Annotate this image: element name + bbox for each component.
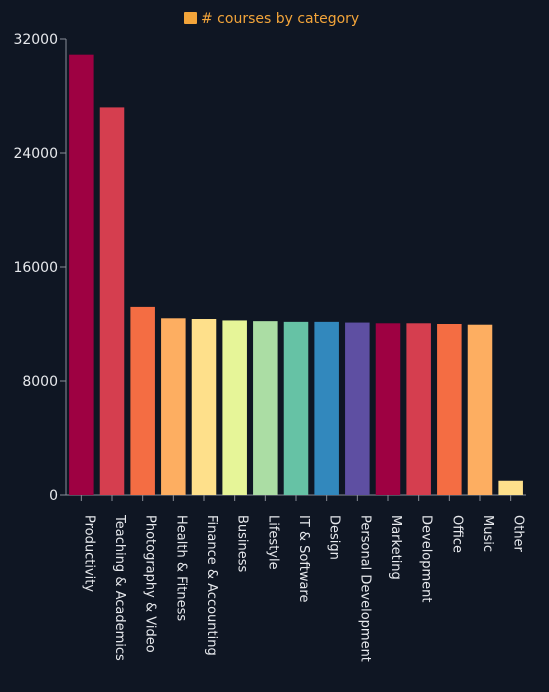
legend-swatch	[184, 12, 197, 24]
legend-label: # courses by category	[201, 11, 359, 27]
bar-teaching-academics[interactable]	[99, 107, 125, 496]
x-tick-label: Health & Fitness	[173, 515, 188, 621]
x-tick-label: Music	[480, 515, 495, 552]
x-tick-label: Teaching & Academics	[112, 514, 127, 661]
x-tick-label: Productivity	[81, 515, 96, 592]
x-tick-label: Lifestyle	[265, 515, 280, 570]
bar-design[interactable]	[314, 321, 339, 495]
bar-office[interactable]	[437, 324, 462, 495]
bar-it-software[interactable]	[283, 321, 309, 495]
y-tick-label: 0	[49, 488, 58, 504]
bar-personal-development[interactable]	[345, 322, 370, 495]
x-tick-label: Design	[327, 515, 342, 560]
bar-lifestyle[interactable]	[253, 321, 278, 495]
x-tick-label: Business	[235, 515, 250, 573]
bar-health-fitness[interactable]	[161, 318, 186, 495]
x-tick-label: Office	[449, 515, 464, 553]
bar-productivity[interactable]	[69, 54, 94, 496]
legend[interactable]: # courses by category	[184, 11, 359, 27]
bar-marketing[interactable]	[375, 323, 401, 495]
bar-finance-accounting[interactable]	[191, 319, 217, 495]
x-tick-label: IT & Software	[296, 515, 311, 602]
y-tick-label: 24000	[13, 146, 58, 162]
y-axis: 0 8000 16000 24000 32000	[13, 32, 67, 504]
bar-business[interactable]	[222, 320, 247, 495]
x-tick-label: Photography & Video	[143, 515, 158, 653]
y-tick-label: 16000	[13, 260, 58, 276]
x-tick-label: Other	[511, 515, 526, 553]
y-tick-label: 32000	[13, 32, 58, 48]
bars	[69, 54, 523, 496]
x-tick-label: Personal Development	[357, 515, 372, 662]
x-tick-label: Finance & Accounting	[204, 515, 219, 656]
y-tick-label: 8000	[22, 374, 58, 390]
x-tick-label: Development	[419, 515, 434, 603]
x-tick-label: Marketing	[388, 515, 403, 580]
x-axis	[66, 494, 526, 501]
bar-music[interactable]	[467, 324, 493, 495]
bar-development[interactable]	[406, 323, 431, 495]
category-labels: Productivity Teaching & Academics Photogra…	[81, 514, 525, 662]
bar-photography-video[interactable]	[130, 306, 155, 495]
bar-other[interactable]	[498, 480, 523, 495]
